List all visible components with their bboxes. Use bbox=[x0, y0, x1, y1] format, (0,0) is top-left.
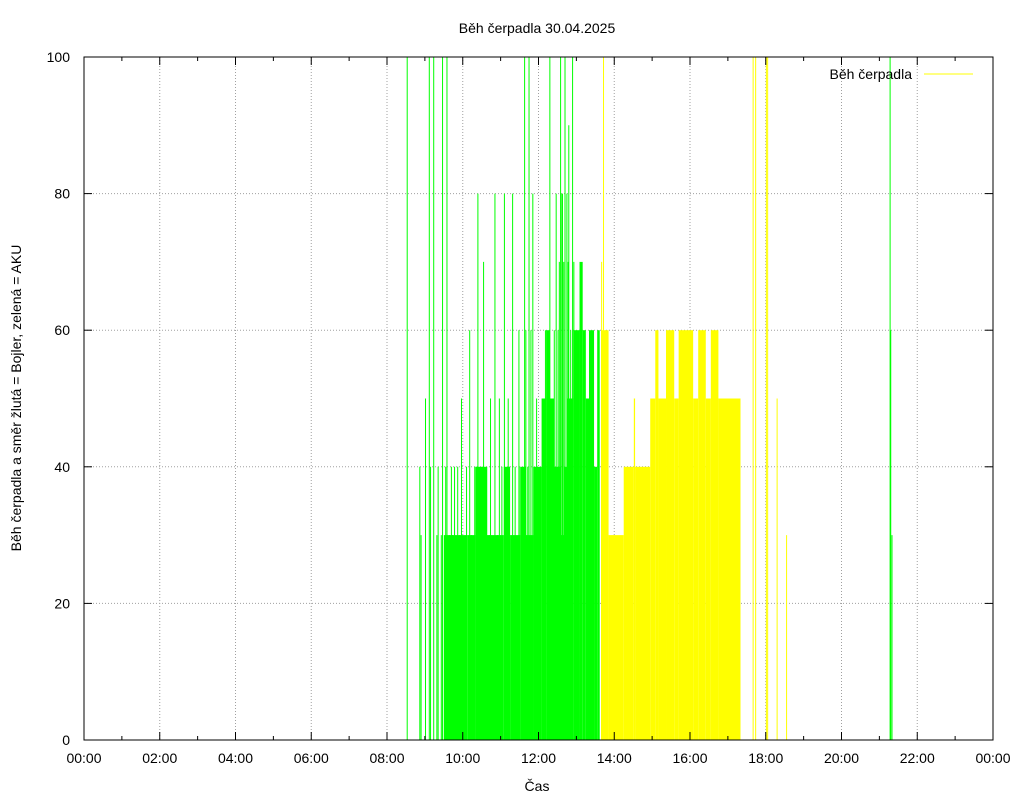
legend: Běh čerpadla bbox=[829, 66, 973, 82]
run-block bbox=[633, 398, 636, 740]
data-marks bbox=[406, 57, 893, 740]
x-tick-label: 20:00 bbox=[824, 750, 859, 766]
legend-label: Běh čerpadla bbox=[829, 66, 912, 82]
run-block bbox=[710, 330, 719, 740]
run-block bbox=[705, 398, 711, 740]
x-tick-label: 16:00 bbox=[672, 750, 707, 766]
run-block bbox=[597, 330, 600, 740]
x-tick-label: 00:00 bbox=[66, 750, 101, 766]
run-block bbox=[608, 535, 624, 740]
run-block bbox=[525, 535, 534, 740]
run-block bbox=[443, 535, 452, 740]
run-block bbox=[600, 330, 609, 740]
run-block bbox=[582, 330, 586, 740]
run-block bbox=[475, 466, 487, 740]
y-tick-label: 0 bbox=[62, 732, 70, 748]
x-tick-label: 14:00 bbox=[597, 750, 632, 766]
run-block bbox=[678, 330, 694, 740]
x-tick-label: 18:00 bbox=[748, 750, 783, 766]
run-block bbox=[658, 398, 667, 740]
chart-title: Běh čerpadla 30.04.2025 bbox=[459, 20, 616, 36]
x-tick-label: 08:00 bbox=[369, 750, 404, 766]
run-block bbox=[655, 330, 659, 740]
x-axis-label: Čas bbox=[525, 778, 550, 794]
x-tick-label: 22:00 bbox=[900, 750, 935, 766]
y-axis-label: Běh čerpadla a směr žlutá = Bojler, zele… bbox=[8, 245, 24, 552]
run-block bbox=[585, 398, 589, 740]
run-block bbox=[589, 330, 595, 740]
run-block bbox=[623, 466, 634, 740]
run-block bbox=[533, 466, 542, 740]
y-tick-label: 100 bbox=[47, 49, 71, 65]
axis-ticks: 00:00 02:00 04:00 06:00 08:00 10:00 12:00 14:00… bbox=[47, 49, 1011, 766]
x-tick-label: 04:00 bbox=[218, 750, 253, 766]
y-tick-label: 60 bbox=[54, 322, 70, 338]
x-tick-label: 12:00 bbox=[521, 750, 556, 766]
x-tick-label: 00:00 bbox=[975, 750, 1010, 766]
run-block bbox=[650, 398, 656, 740]
run-block bbox=[594, 466, 598, 740]
run-block bbox=[541, 398, 547, 740]
run-block bbox=[698, 330, 706, 740]
y-tick-label: 20 bbox=[54, 595, 70, 611]
run-block bbox=[674, 398, 679, 740]
x-tick-label: 06:00 bbox=[294, 750, 329, 766]
run-block bbox=[554, 466, 561, 740]
x-tick-label: 02:00 bbox=[142, 750, 177, 766]
y-tick-label: 80 bbox=[54, 186, 70, 202]
y-tick-label: 40 bbox=[54, 459, 70, 475]
run-block bbox=[573, 330, 580, 740]
run-block bbox=[579, 261, 583, 740]
run-block bbox=[520, 466, 526, 740]
run-block bbox=[503, 466, 511, 740]
x-tick-label: 10:00 bbox=[445, 750, 480, 766]
run-block bbox=[666, 330, 675, 740]
run-block bbox=[566, 398, 574, 740]
run-block bbox=[693, 398, 699, 740]
run-block bbox=[718, 398, 741, 740]
run-block bbox=[635, 466, 651, 740]
run-block bbox=[546, 330, 550, 740]
